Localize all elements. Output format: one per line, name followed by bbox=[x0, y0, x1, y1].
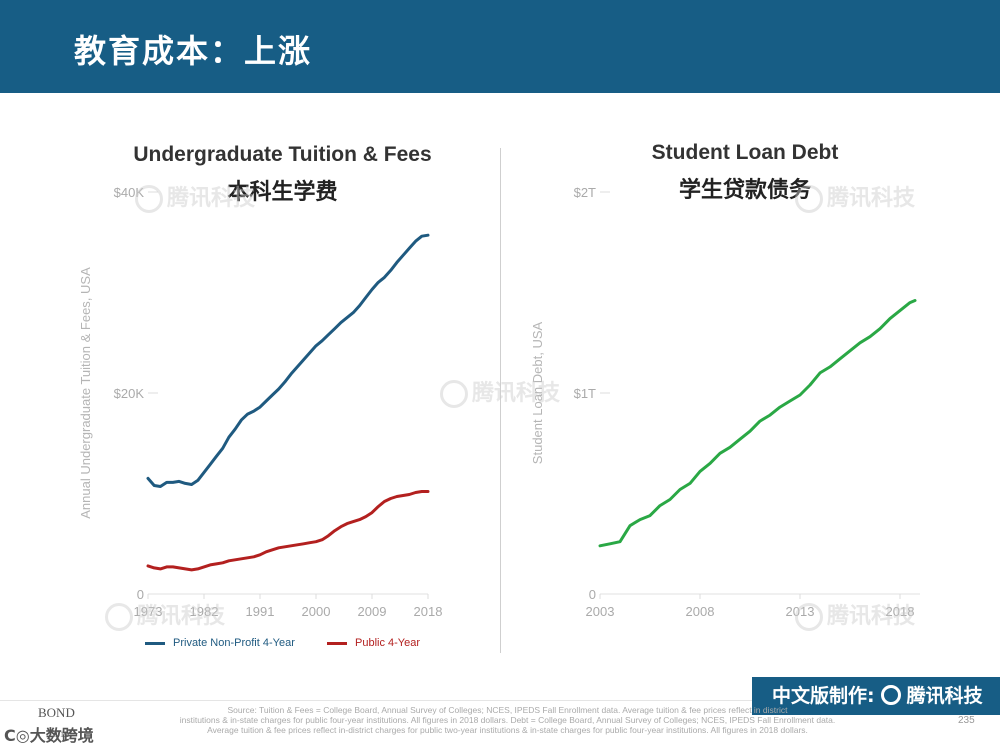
series-line bbox=[146, 490, 430, 572]
loan-debt-chart: $2T $1T 0 2003 2008 2013 2018 Student Loan Debt… bbox=[530, 185, 920, 619]
left-chart-title: Undergraduate Tuition & Fees bbox=[133, 143, 432, 166]
y-tick-label: $20K bbox=[114, 386, 145, 401]
footer-separator bbox=[0, 700, 1000, 701]
y-axis-label: Student Loan Debt, USA bbox=[530, 321, 545, 464]
x-tick-label: 1982 bbox=[190, 604, 219, 619]
y-tick-label: $40K bbox=[114, 185, 145, 200]
source-line: Average tuition & fee prices reflect in-… bbox=[207, 725, 808, 735]
x-tick-label: 2018 bbox=[886, 604, 915, 619]
chart-divider bbox=[500, 148, 501, 653]
bond-logo: BOND bbox=[38, 705, 75, 720]
series-line bbox=[598, 299, 917, 548]
x-tick-label: 2018 bbox=[414, 604, 443, 619]
page-number: 235 bbox=[958, 715, 975, 726]
x-tick-label: 2009 bbox=[358, 604, 387, 619]
source-note: Source: Tuition & Fees = College Board, … bbox=[115, 705, 900, 735]
source-line: Source: Tuition & Fees = College Board, … bbox=[227, 705, 788, 715]
legend-public-swatch bbox=[327, 641, 347, 645]
x-tick-label: 2013 bbox=[786, 604, 815, 619]
y-tick-label: $2T bbox=[574, 185, 596, 200]
left-chart-subtitle: 本科生学费 bbox=[227, 180, 338, 205]
right-chart-title: Student Loan Debt bbox=[651, 141, 839, 164]
x-tick-label: 1991 bbox=[246, 604, 275, 619]
badge-label: 中文版制作: bbox=[772, 685, 875, 707]
x-tick-label: 2008 bbox=[686, 604, 715, 619]
header-bar: 教育成本：上涨 bbox=[0, 0, 1000, 93]
right-chart-subtitle: 学生贷款债务 bbox=[678, 178, 811, 203]
x-tick-label: 2003 bbox=[586, 604, 615, 619]
tuition-chart: $40K $20K 0 1973 1982 1991 2000 2009 2018 Annual … bbox=[78, 185, 443, 619]
bond-year: 2019 bbox=[52, 730, 68, 739]
channel-tag: C◎大数跨境 bbox=[4, 726, 94, 745]
producer-badge: 中文版制作: 腾讯科技 bbox=[752, 677, 1000, 715]
y-tick-label: 0 bbox=[137, 587, 144, 602]
legend-private-label: Private Non-Profit 4-Year bbox=[173, 637, 295, 649]
legend-public: Public 4-Year bbox=[327, 637, 420, 649]
tencent-logo-icon bbox=[880, 685, 901, 705]
y-tick-label: 0 bbox=[589, 587, 596, 602]
badge-brand: 腾讯科技 bbox=[906, 685, 983, 707]
page-title: 教育成本：上涨 bbox=[74, 32, 313, 70]
series-line bbox=[146, 233, 430, 488]
legend-private: Private Non-Profit 4-Year bbox=[145, 637, 295, 649]
x-tick-label: 2000 bbox=[302, 604, 331, 619]
legend-public-label: Public 4-Year bbox=[355, 637, 421, 649]
y-tick-label: $1T bbox=[574, 386, 596, 401]
x-tick-label: 1973 bbox=[134, 604, 163, 619]
source-line: institutions & in-state charges for publ… bbox=[179, 715, 836, 725]
y-axis-label: Annual Undergraduate Tuition & Fees, USA bbox=[78, 267, 93, 519]
legend-private-swatch bbox=[145, 641, 165, 645]
